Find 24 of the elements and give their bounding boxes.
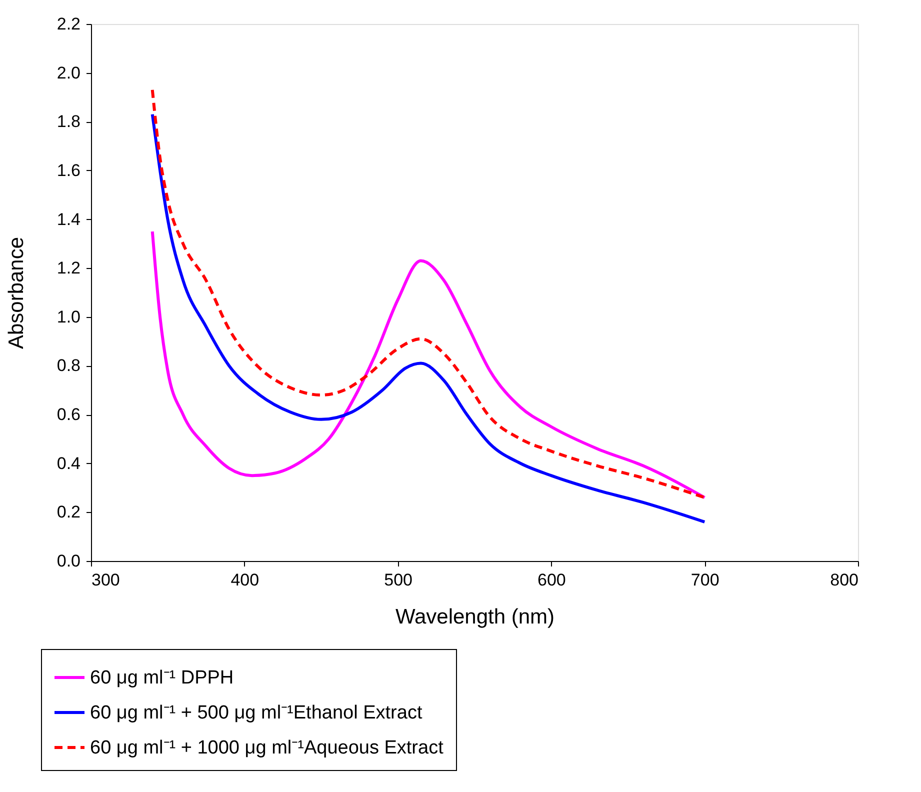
line-series xyxy=(150,230,706,500)
y-axis-title: Absorbance xyxy=(4,236,28,350)
y-tick-label: 0.2 xyxy=(56,502,80,522)
y-tick-label: 1.6 xyxy=(56,160,80,180)
y-tick-label: 1.4 xyxy=(56,210,80,229)
y-tick-label: 0.6 xyxy=(56,405,80,424)
legend-label: 60 μg ml⁻¹ + 500 μg ml⁻¹Ethanol Extract xyxy=(90,702,423,724)
x-tick-label: 700 xyxy=(690,570,720,590)
legend-label: 60 μg ml⁻¹ + 1000 μg ml⁻¹Aqueous Extract xyxy=(90,738,444,758)
y-tick-label: 2.0 xyxy=(56,63,80,82)
x-tick-label: 600 xyxy=(538,570,566,590)
y-tick-label: 1.0 xyxy=(56,307,80,326)
y-tick-label: 0.8 xyxy=(56,356,80,376)
y-tick-label: 1.8 xyxy=(56,112,80,132)
y-tick-label: 0.4 xyxy=(56,454,80,473)
y-tick-label: 2.2 xyxy=(56,14,80,34)
x-axis-title: Wavelength (nm) xyxy=(395,606,555,628)
x-tick-label: 400 xyxy=(230,570,260,590)
x-tick-label: 300 xyxy=(92,570,120,590)
legend-label: 60 μg ml⁻¹ DPPH xyxy=(90,668,234,688)
x-tick-label: 800 xyxy=(830,570,858,590)
x-tick-label: 500 xyxy=(384,570,412,590)
y-tick-label: 0.0 xyxy=(56,552,80,570)
y-tick-label: 1.2 xyxy=(56,258,80,278)
